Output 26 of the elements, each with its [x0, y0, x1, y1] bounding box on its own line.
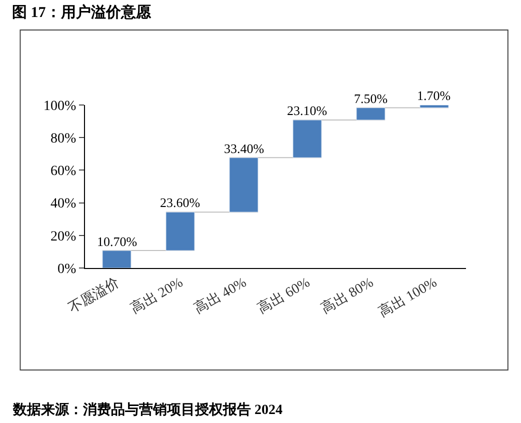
bar — [420, 105, 449, 108]
x-tick-label: 高出 100% — [376, 274, 440, 320]
x-tick-label: 高出 60% — [255, 274, 314, 317]
bar — [229, 157, 258, 212]
data-label: 23.60% — [160, 195, 200, 210]
bar — [166, 212, 195, 251]
x-tick-label: 高出 20% — [128, 274, 186, 317]
bar — [292, 120, 322, 158]
data-label: 1.70% — [417, 88, 451, 103]
data-label: 7.50% — [354, 91, 388, 106]
x-tick-label: 高出 40% — [192, 274, 250, 317]
y-tick-label: 0% — [58, 262, 77, 277]
bar — [356, 108, 386, 120]
y-tick-label: 20% — [50, 229, 77, 244]
y-tick-label: 100% — [44, 98, 77, 114]
bar — [102, 250, 132, 268]
source-note: 数据来源：消费品与营销项目授权报告 2024 — [12, 402, 282, 418]
y-tick-label: 80% — [50, 132, 77, 146]
data-label: 10.70% — [97, 234, 138, 249]
x-tick-label: 不愿溢价 — [66, 274, 122, 316]
y-tick-label: 60% — [50, 164, 77, 180]
data-label: 33.40% — [224, 141, 264, 156]
data-label: 23.10% — [287, 103, 328, 118]
chart-title: 图 17：用户溢价意愿 — [12, 3, 152, 21]
x-tick-label: 高出 80% — [318, 274, 377, 317]
y-tick-label: 40% — [50, 196, 77, 212]
